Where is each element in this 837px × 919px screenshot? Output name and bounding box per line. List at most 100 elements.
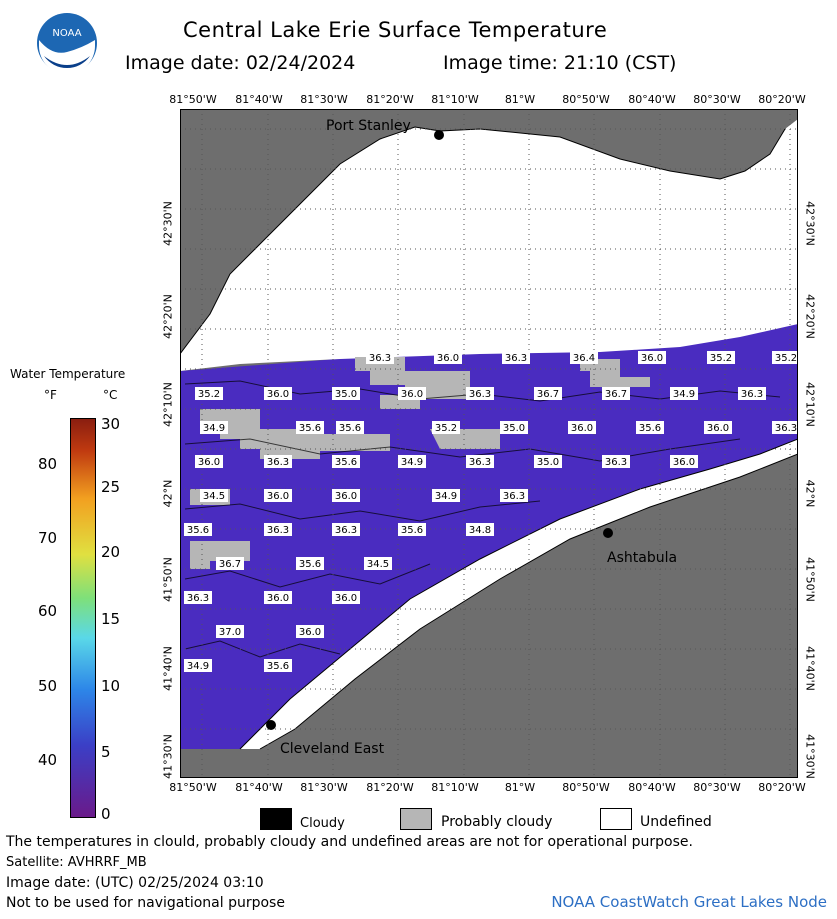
temperature-labels: 36.3 36.0 36.3 36.4 36.0 35.2 35.2 35.2 36.0 35.0…	[184, 351, 798, 672]
nav-warning: Not to be used for navigational purpose	[6, 895, 285, 911]
lon-tick-top: 81°20'W	[366, 93, 414, 106]
temp-label: 36.3	[264, 455, 292, 468]
svg-text:34.9: 34.9	[187, 661, 209, 672]
temp-label: 36.7	[216, 557, 244, 570]
unit-fahrenheit: °F	[44, 388, 57, 402]
temp-label: 36.3	[602, 455, 630, 468]
lat-tick-left: 42°20'N	[161, 294, 175, 339]
svg-text:36.0: 36.0	[299, 627, 321, 638]
lon-tick-top: 81°40'W	[235, 93, 283, 106]
celsius-tick: 0	[101, 805, 111, 823]
temp-label: 36.0	[332, 489, 360, 502]
map-title: Central Lake Erie Surface Temperature	[183, 18, 608, 42]
lon-tick-bottom: 80°40'W	[628, 781, 676, 794]
celsius-tick: 15	[101, 610, 121, 628]
svg-text:36.0: 36.0	[437, 353, 459, 364]
temp-label: 35.6	[636, 421, 664, 434]
fahrenheit-tick: 40	[38, 751, 58, 769]
credit: NOAA CoastWatch Great Lakes Node	[551, 893, 827, 911]
fahrenheit-tick: 80	[38, 455, 58, 473]
undefined-swatch	[600, 808, 632, 830]
lat-tick-right: 42°10'N	[803, 382, 817, 427]
temp-label: 36.3	[332, 523, 360, 536]
celsius-tick: 30	[101, 415, 121, 433]
svg-text:35.6: 35.6	[299, 423, 321, 434]
celsius-tick: 25	[101, 478, 121, 496]
svg-text:36.3: 36.3	[267, 457, 289, 468]
temp-label: 36.3	[500, 489, 528, 502]
lat-tick-right: 41°40'N	[803, 646, 817, 691]
svg-text:37.0: 37.0	[219, 627, 241, 638]
lon-tick-bottom: 81°10'W	[431, 781, 479, 794]
lon-tick-bottom: 81°20'W	[366, 781, 414, 794]
lat-tick-right: 42°N	[803, 479, 817, 508]
svg-text:36.3: 36.3	[369, 353, 391, 364]
lon-tick-top: 80°50'W	[562, 93, 610, 106]
utc-date: Image date: (UTC) 02/25/2024 03:10	[6, 875, 264, 891]
temp-label: 36.3	[184, 591, 212, 604]
noaa-logo: NOAA	[37, 13, 97, 74]
svg-text:36.7: 36.7	[537, 389, 559, 400]
temp-label: 35.2	[772, 351, 798, 364]
ashtabula-label: Ashtabula	[607, 550, 677, 566]
svg-text:36.3: 36.3	[505, 353, 527, 364]
port-stanley-dot	[434, 130, 444, 140]
temp-label: 36.0	[434, 351, 462, 364]
temp-label: 35.6	[184, 523, 212, 536]
temp-label: 35.6	[296, 421, 324, 434]
lat-tick-left: 41°50'N	[161, 557, 175, 602]
temp-label: 36.4	[570, 351, 598, 364]
temp-label: 34.5	[364, 557, 392, 570]
svg-text:35.0: 35.0	[503, 423, 525, 434]
cloudy-label: Cloudy	[300, 816, 345, 831]
temp-label: 36.3	[466, 455, 494, 468]
svg-text:36.0: 36.0	[267, 491, 289, 502]
temp-label: 35.6	[264, 659, 292, 672]
temp-label: 35.6	[332, 455, 360, 468]
lat-tick-right: 42°20'N	[803, 294, 817, 339]
svg-text:36.0: 36.0	[401, 389, 423, 400]
undefined-south	[240, 439, 798, 749]
svg-text:35.0: 35.0	[335, 389, 357, 400]
lon-tick-top: 81°10'W	[431, 93, 479, 106]
lat-tick-left: 41°40'N	[161, 646, 175, 691]
lon-tick-top: 80°40'W	[628, 93, 676, 106]
svg-text:36.3: 36.3	[469, 389, 491, 400]
temp-label: 35.0	[500, 421, 528, 434]
svg-text:36.3: 36.3	[335, 525, 357, 536]
lon-tick-bottom: 81°50'W	[169, 781, 217, 794]
celsius-tick: 5	[101, 743, 111, 761]
svg-text:36.7: 36.7	[219, 559, 241, 570]
svg-text:36.3: 36.3	[469, 457, 491, 468]
satellite: Satellite: AVHRRF_MB	[6, 855, 147, 870]
svg-text:36.3: 36.3	[775, 423, 797, 434]
svg-text:36.0: 36.0	[571, 423, 593, 434]
svg-text:36.0: 36.0	[707, 423, 729, 434]
lon-tick-top: 80°30'W	[693, 93, 741, 106]
port-stanley-label: Port Stanley	[326, 118, 411, 134]
fahrenheit-tick: 60	[38, 602, 58, 620]
svg-text:36.0: 36.0	[198, 457, 220, 468]
svg-text:34.5: 34.5	[367, 559, 389, 570]
cleveland-east-dot	[266, 720, 276, 730]
svg-text:35.6: 35.6	[267, 661, 289, 672]
temp-label: 36.0	[332, 591, 360, 604]
svg-text:36.4: 36.4	[573, 353, 595, 364]
temp-label: 36.0	[195, 455, 223, 468]
temp-label: 34.9	[670, 387, 698, 400]
lat-tick-right: 41°50'N	[803, 557, 817, 602]
svg-text:36.0: 36.0	[267, 389, 289, 400]
lon-tick-bottom: 81°W	[504, 781, 536, 794]
temp-label: 36.3	[502, 351, 530, 364]
lat-tick-left: 42°N	[161, 479, 175, 508]
image-time: Image time: 21:10 (CST)	[443, 52, 677, 74]
temp-label: 36.3	[366, 351, 394, 364]
probably-cloudy-swatch	[400, 808, 432, 830]
disclaimer: The temperatures in clould, probably clo…	[6, 834, 693, 850]
lon-tick-bottom: 81°40'W	[235, 781, 283, 794]
temp-label: 36.0	[296, 625, 324, 638]
probably-cloudy-label: Probably cloudy	[441, 814, 553, 830]
svg-text:36.3: 36.3	[187, 593, 209, 604]
temp-label: 36.7	[534, 387, 562, 400]
celsius-tick: 10	[101, 677, 121, 695]
